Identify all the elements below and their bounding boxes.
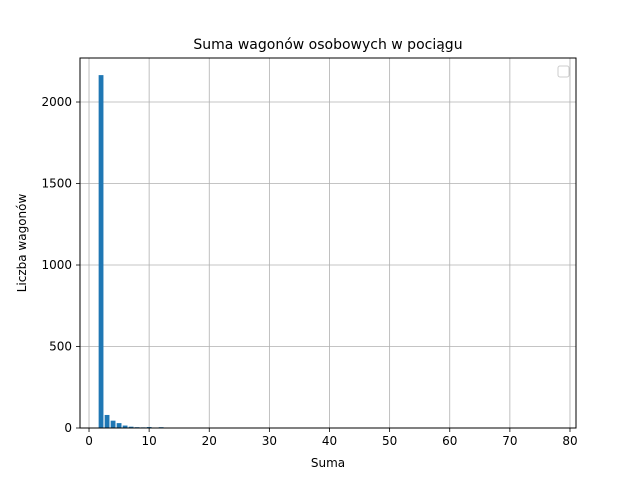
y-tick-label: 500 xyxy=(49,340,72,354)
grid xyxy=(80,58,576,429)
y-ticks: 0 500 1000 1500 2000 xyxy=(41,95,80,435)
x-tick-label: 60 xyxy=(442,434,457,448)
bar-3 xyxy=(104,414,110,428)
y-tick-label: 1500 xyxy=(41,177,72,191)
x-tick-label: 50 xyxy=(382,434,397,448)
y-tick-label: 1000 xyxy=(41,258,72,272)
bar-6 xyxy=(122,425,128,428)
x-ticks: 0 10 20 30 40 50 60 70 80 xyxy=(85,428,578,448)
x-axis-label: Suma xyxy=(311,456,345,470)
plot-frame xyxy=(79,57,577,429)
x-tick-label: 20 xyxy=(202,434,217,448)
bar-5 xyxy=(116,423,122,428)
x-tick-label: 30 xyxy=(262,434,277,448)
y-axis-label: Liczba wagonów xyxy=(15,194,29,293)
bar-2 xyxy=(98,75,104,429)
y-tick-label: 2000 xyxy=(41,95,72,109)
x-tick-label: 70 xyxy=(502,434,517,448)
x-tick-label: 10 xyxy=(141,434,156,448)
chart-title: Suma wagonów osobowych w pociągu xyxy=(193,37,462,53)
legend-box xyxy=(557,65,570,78)
y-tick-label: 0 xyxy=(64,421,72,435)
x-tick-label: 0 xyxy=(85,434,93,448)
bar-4 xyxy=(110,420,116,428)
bar-7 xyxy=(128,426,134,428)
x-tick-label: 40 xyxy=(322,434,337,448)
x-tick-label: 80 xyxy=(562,434,577,448)
